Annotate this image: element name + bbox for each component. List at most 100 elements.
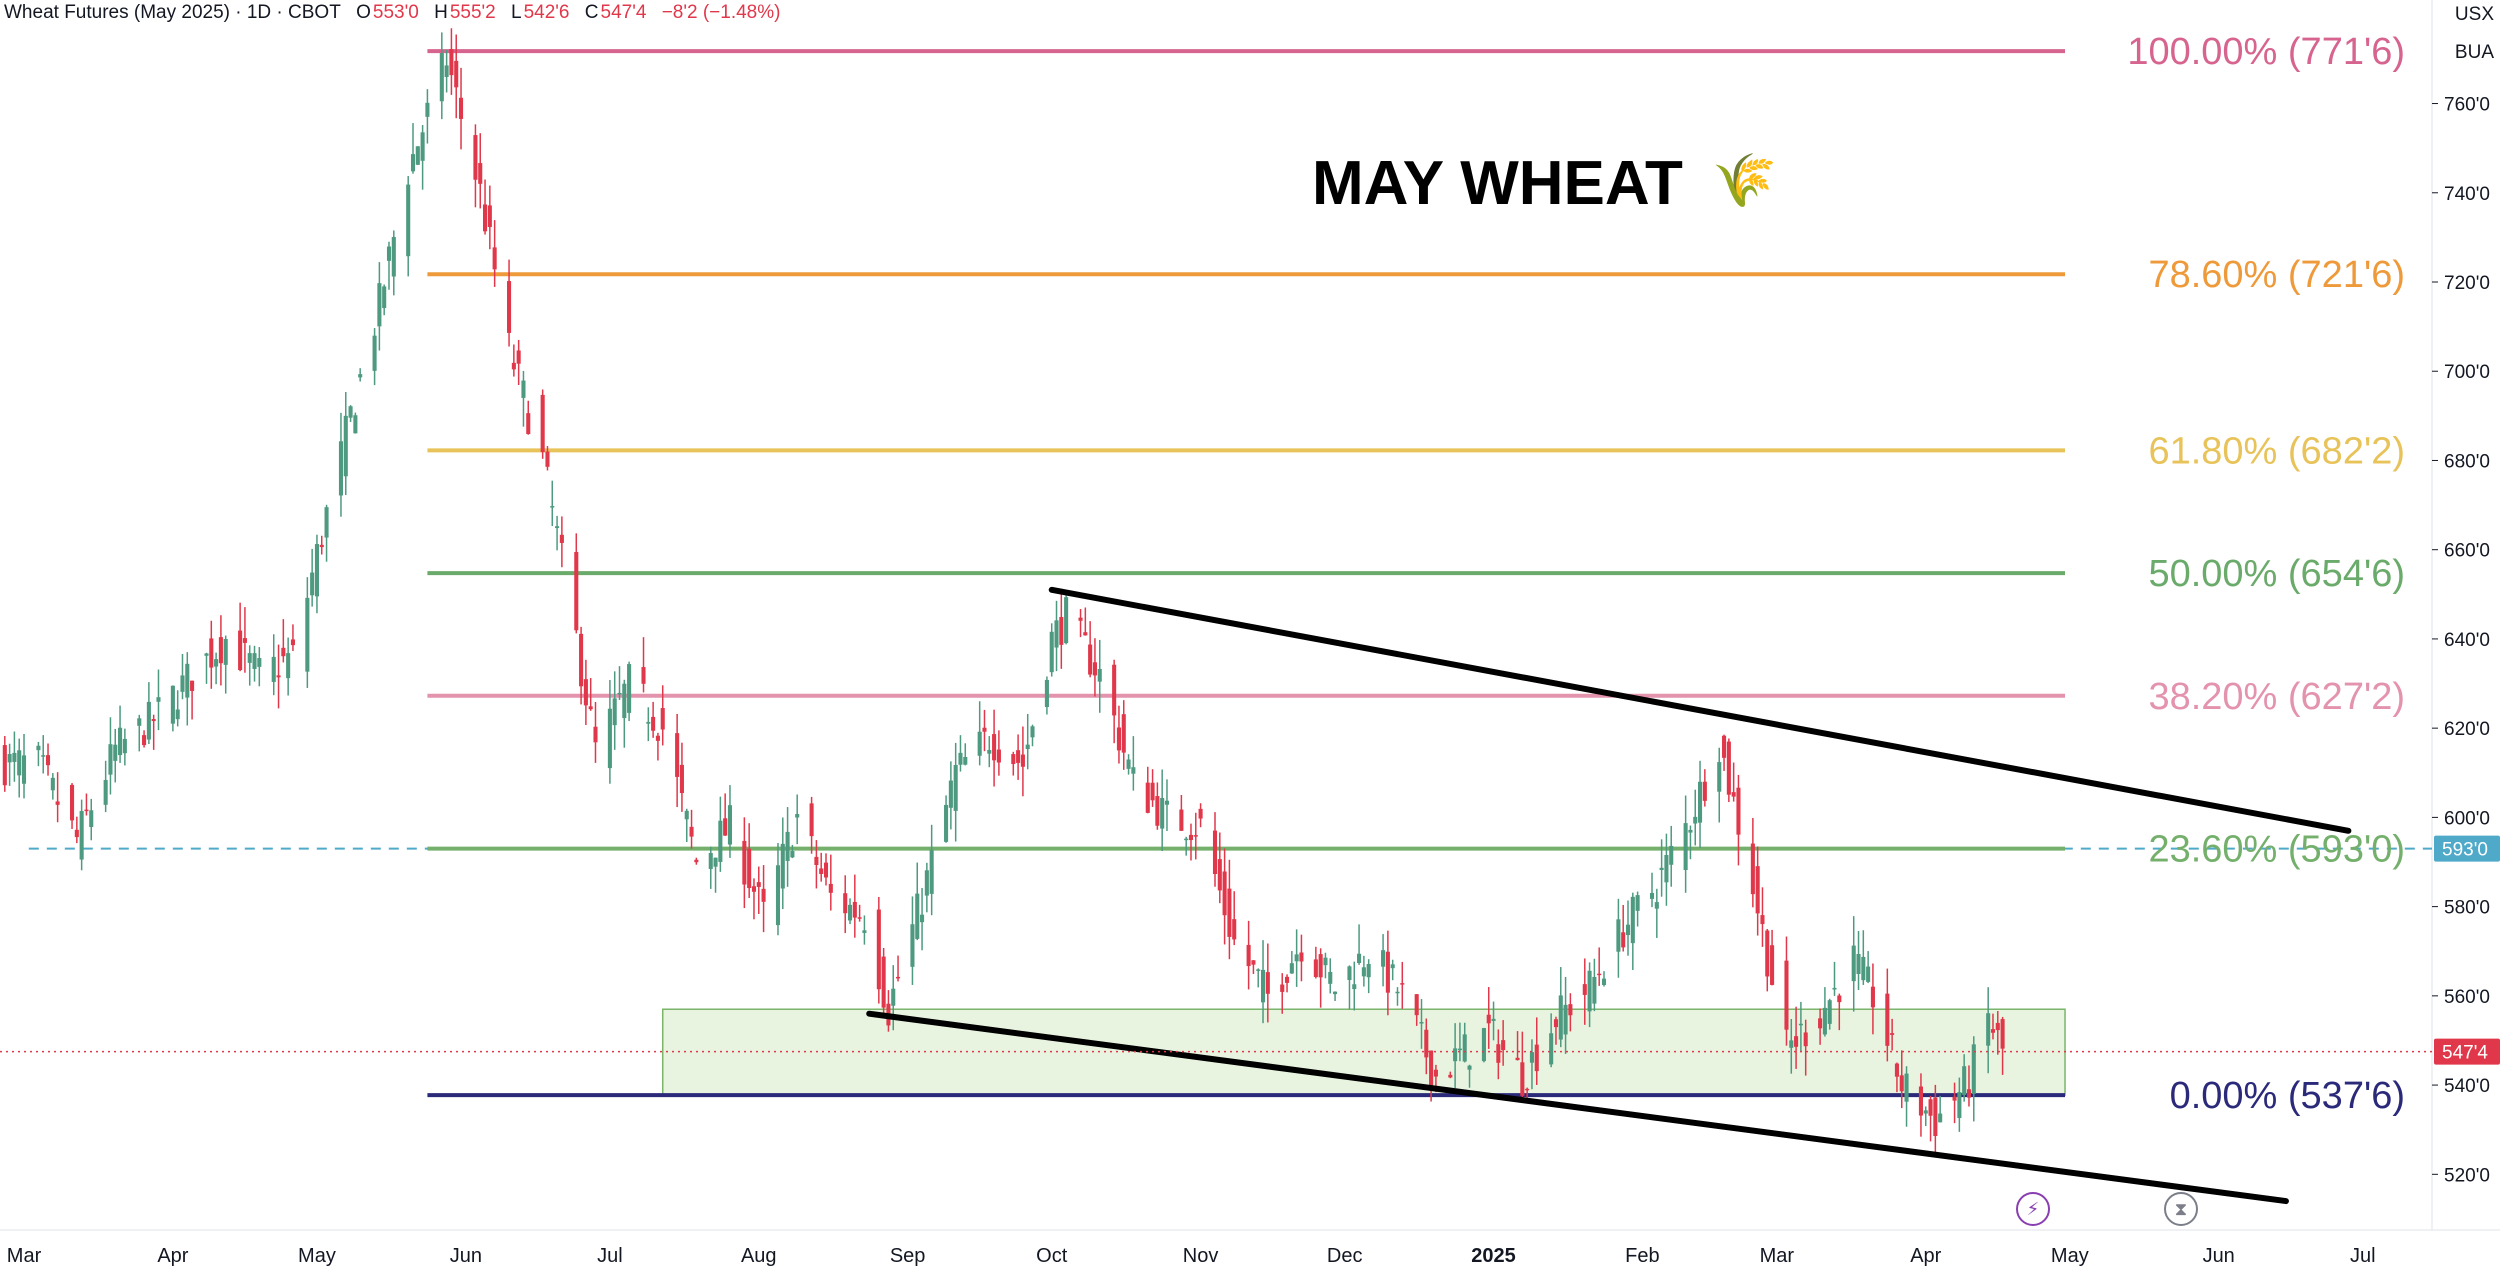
candle-body <box>314 544 319 597</box>
candle-body <box>89 810 94 828</box>
candle-body <box>790 850 795 858</box>
x-tick-label: Dec <box>1327 1245 1363 1267</box>
candle-body <box>1837 995 1842 1003</box>
candle-body <box>1448 1074 1453 1078</box>
y-tick-label: 700'0 <box>2444 362 2490 383</box>
candle-body <box>910 924 915 967</box>
candle-body <box>218 637 223 664</box>
candle-body <box>170 685 175 724</box>
candle-body <box>1265 972 1270 994</box>
candle-body <box>593 726 598 743</box>
candle-body <box>1227 888 1232 937</box>
y-tick-label: 600'0 <box>2444 808 2490 829</box>
candle-body <box>915 893 920 939</box>
candle-body <box>1731 792 1736 797</box>
candle-body <box>372 335 377 371</box>
candle-body <box>1995 1022 2000 1031</box>
candle-body <box>146 701 151 740</box>
candle-body <box>1462 1034 1467 1062</box>
candle-body <box>1020 754 1025 767</box>
close-label: C <box>584 2 599 23</box>
low-label: L <box>511 2 522 23</box>
candle-body <box>987 750 992 754</box>
candle-body <box>795 814 800 818</box>
candle-body <box>1184 838 1189 841</box>
candle-body <box>382 286 387 309</box>
candle-body <box>1256 969 1261 971</box>
y-tick-label: 660'0 <box>2444 541 2490 562</box>
candle-body <box>1390 964 1395 969</box>
high-value: 555'2 <box>449 2 496 23</box>
fib-level-label: 38.20% (627'2) <box>2148 676 2405 718</box>
candle-body <box>1453 1048 1458 1062</box>
candle-body <box>1457 1048 1462 1051</box>
quantity-unit[interactable]: BUA <box>2454 42 2494 63</box>
candle-body <box>324 507 329 538</box>
candle-body <box>1361 967 1366 977</box>
chart-title: MAY WHEAT <box>1312 149 1683 218</box>
candle-body <box>785 831 790 861</box>
candle-body <box>1030 726 1035 738</box>
candle-body <box>151 718 156 722</box>
candle-body <box>612 698 617 726</box>
candle-body <box>406 184 411 257</box>
x-tick-label: Jun <box>450 1245 482 1267</box>
candle-body <box>809 803 814 837</box>
candle-body <box>1750 843 1755 895</box>
candle-body <box>1381 950 1386 967</box>
candle-body <box>1179 809 1184 831</box>
candle-body <box>1957 1092 1962 1119</box>
candle-body <box>50 777 55 791</box>
candle-body <box>1928 1099 1933 1116</box>
trendline <box>1048 586 2352 834</box>
candle-body <box>271 656 276 682</box>
candle-body <box>1918 1086 1923 1116</box>
candle-body <box>1726 741 1731 795</box>
candle-body <box>1630 896 1635 944</box>
candle-body <box>1568 1004 1573 1016</box>
candle-body <box>1890 1033 1895 1035</box>
candle-body <box>550 506 555 508</box>
lightning-icon[interactable]: ⚡ <box>2016 1192 2050 1226</box>
candle-body <box>852 901 857 918</box>
candle-body <box>1736 787 1741 835</box>
hourglass-icon[interactable]: ⧗ <box>2164 1192 2198 1226</box>
close-value: 547'4 <box>600 2 647 23</box>
candle-body <box>2000 1019 2005 1049</box>
candle-body <box>1866 966 1871 982</box>
candle-body <box>1549 1033 1554 1065</box>
candle-body <box>607 708 612 769</box>
candle-body <box>1625 924 1631 936</box>
candle-body <box>953 764 958 811</box>
candle-body <box>1803 1032 1808 1047</box>
candle-body <box>1702 781 1707 801</box>
candle-body <box>588 706 593 710</box>
candle-body <box>343 415 348 477</box>
candle-body <box>977 731 982 756</box>
candle-body <box>45 755 51 766</box>
candle-body <box>1760 915 1765 925</box>
candle-body <box>204 653 209 656</box>
currency-unit[interactable]: USX <box>2454 4 2494 25</box>
candle-body <box>1092 662 1097 676</box>
candle-body <box>847 904 853 921</box>
candle-body <box>559 534 564 543</box>
candle-body <box>1870 986 1875 1008</box>
candle-body <box>458 97 464 119</box>
candle-body <box>1789 1040 1794 1048</box>
candle-body <box>1587 970 1592 1012</box>
candle-body <box>214 659 219 667</box>
symbol-header: Wheat Futures (May 2025) · 1D · CBOT O 55… <box>4 2 790 24</box>
candle-body <box>487 205 492 228</box>
candle-body <box>1232 919 1237 940</box>
candle-body <box>1121 714 1126 753</box>
candle-body <box>84 809 89 812</box>
candle-body <box>74 829 79 838</box>
candle-body <box>761 888 766 902</box>
candle-body <box>1938 1113 1943 1123</box>
x-tick-label: Jul <box>597 1245 623 1267</box>
candle-body <box>1323 957 1328 966</box>
symbol-title[interactable]: Wheat Futures (May 2025) · 1D · CBOT <box>4 2 341 23</box>
x-tick-label: Mar <box>7 1245 42 1267</box>
